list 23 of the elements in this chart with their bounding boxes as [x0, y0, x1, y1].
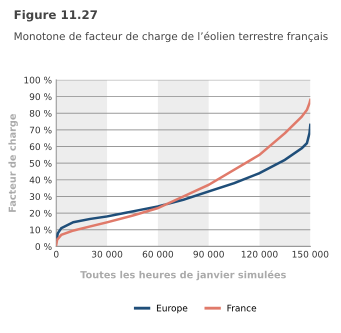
y-tick-label: 40 %: [30, 176, 52, 184]
chart-subtitle: Monotone de facteur de charge de l’éolien terrestre français: [14, 32, 328, 42]
x-tick-label: 30 000: [92, 250, 122, 258]
y-tick-label: 20 %: [30, 210, 52, 217]
y-tick-label: 90 %: [30, 93, 52, 100]
y-tick-label: 10 %: [30, 226, 52, 234]
legend-label: Europe: [156, 304, 188, 314]
y-tick-label: 70 %: [30, 126, 52, 134]
x-tick-label: 60 000: [142, 250, 174, 258]
x-tick-label: 150 000: [292, 250, 328, 258]
y-tick-label: 100 %: [24, 76, 52, 84]
x-axis-title: Toutes les heures de janvier simulées: [80, 270, 286, 280]
x-tick-label: 90 000: [193, 250, 224, 258]
x-tick-label: 120 000: [242, 250, 278, 258]
y-axis-title: Facteur de charge: [8, 114, 18, 212]
y-tick-label: 60 %: [30, 143, 52, 150]
chart-title: Figure 11.27: [14, 10, 97, 22]
y-tick-label: 80 %: [30, 110, 52, 117]
y-tick-label: 50 %: [30, 160, 52, 167]
y-tick-label: 0 %: [36, 243, 52, 250]
y-tick-label: 30 %: [30, 193, 52, 200]
x-tick-label: 0: [54, 250, 59, 258]
legend-label: France: [228, 304, 256, 312]
